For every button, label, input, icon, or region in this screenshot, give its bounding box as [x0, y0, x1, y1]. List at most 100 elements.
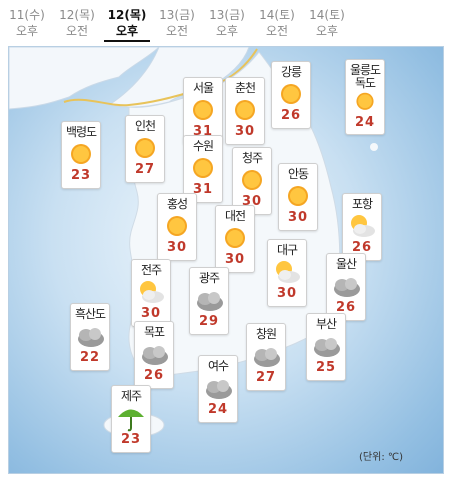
forecast-time-tabs: 11(수) 오후 12(목) 오전 12(목) 오후 13(금) 오전 13(금… [0, 0, 449, 48]
city-name: 대구 [276, 243, 298, 257]
sun-icon [193, 158, 213, 178]
city-card-andong[interactable]: 안동 30 [278, 163, 318, 231]
city-card-hongseong[interactable]: 홍성 30 [157, 193, 197, 261]
city-temperature: 26 [143, 368, 165, 383]
cloudy-icon [78, 328, 104, 347]
city-name: 제주 [120, 389, 142, 403]
tab-14-pm[interactable]: 14(토) 오후 [304, 8, 350, 39]
umbrella-icon [118, 409, 144, 432]
city-temperature: 24 [207, 402, 229, 417]
tab-11-pm[interactable]: 11(수) 오후 [4, 8, 50, 39]
city-name: 부산 [315, 317, 337, 331]
city-temperature: 27 [134, 162, 156, 177]
city-temperature: 26 [351, 240, 373, 255]
city-card-busan[interactable]: 부산 25 [306, 313, 346, 381]
city-temperature: 26 [280, 108, 302, 123]
sun-icon [225, 228, 245, 248]
sun-icon [235, 100, 255, 120]
partly-cloudy-icon [276, 261, 300, 283]
city-card-daegu[interactable]: 대구 30 [267, 239, 307, 307]
tab-12-am[interactable]: 12(목) 오전 [54, 8, 100, 39]
city-name: 대전 [224, 209, 246, 223]
tab-14-am[interactable]: 14(토) 오전 [254, 8, 300, 39]
city-temperature: 29 [198, 314, 220, 329]
cloudy-icon [334, 278, 360, 297]
tab-period: 오전 [165, 24, 189, 38]
tab-period: 오전 [265, 24, 289, 38]
city-card-cheongju[interactable]: 청주 30 [232, 147, 272, 215]
city-card-jeonju[interactable]: 전주 30 [131, 259, 171, 327]
city-card-daejeon[interactable]: 대전 30 [215, 205, 255, 273]
cloudy-icon [142, 346, 168, 365]
city-card-ulsan[interactable]: 울산 26 [326, 253, 366, 321]
tab-period: 오후 [315, 24, 339, 38]
city-name: 서울 [192, 81, 214, 95]
cloudy-icon [254, 348, 280, 367]
tab-13-pm[interactable]: 13(금) 오후 [204, 8, 250, 39]
city-card-heuksando[interactable]: 흑산도 22 [70, 303, 110, 371]
sun-icon [135, 138, 155, 158]
tab-date: 13(금) [209, 8, 245, 22]
city-name: 광주 [198, 271, 220, 285]
city-name: 울산 [335, 257, 357, 271]
city-name: 창원 [255, 327, 277, 341]
city-name-second-line: 독도 [354, 76, 376, 90]
city-name: 홍성 [166, 197, 188, 211]
city-name: 청주 [241, 151, 263, 165]
city-card-pohang[interactable]: 포항 26 [342, 193, 382, 261]
partly-cloudy-icon [351, 215, 375, 237]
city-temperature: 25 [315, 360, 337, 375]
city-name: 춘천 [234, 81, 256, 95]
cloudy-icon [314, 338, 340, 357]
sun-icon [167, 216, 187, 236]
city-card-changwon[interactable]: 창원 27 [246, 323, 286, 391]
sun-icon [356, 92, 374, 110]
tab-date: 12(목) [107, 8, 147, 22]
city-temperature: 30 [276, 286, 298, 301]
city-name: 울릉도 [349, 63, 381, 77]
tab-date: 14(토) [259, 8, 295, 22]
tab-13-am[interactable]: 13(금) 오전 [154, 8, 200, 39]
tab-12-pm[interactable]: 12(목) 오후 [104, 8, 150, 42]
city-temperature: 30 [234, 124, 256, 139]
sun-icon [242, 170, 262, 190]
city-temperature: 30 [287, 210, 309, 225]
tab-date: 14(토) [309, 8, 345, 22]
sun-icon [193, 100, 213, 120]
city-temperature: 23 [70, 168, 92, 183]
city-temperature: 27 [255, 370, 277, 385]
cloudy-icon [206, 380, 232, 399]
city-temperature: 31 [192, 182, 214, 197]
city-card-baengnyeongdo[interactable]: 백령도 23 [61, 121, 101, 189]
weather-map: 서울 31 춘천 30 강릉 26 울릉도 독도 24 백령도 23 인천 27… [8, 46, 444, 474]
sun-icon [71, 144, 91, 164]
city-card-seoul[interactable]: 서울 31 [183, 77, 223, 145]
sun-icon [288, 186, 308, 206]
city-name: 백령도 [65, 125, 97, 139]
city-card-chuncheon[interactable]: 춘천 30 [225, 77, 265, 145]
city-temperature: 26 [335, 300, 357, 315]
city-card-suwon[interactable]: 수원 31 [183, 135, 223, 203]
city-name: 수원 [192, 139, 214, 153]
city-card-mokpo[interactable]: 목포 26 [134, 321, 174, 389]
city-card-gangneung[interactable]: 강릉 26 [271, 61, 311, 129]
city-temperature: 30 [166, 240, 188, 255]
city-card-yeosu[interactable]: 여수 24 [198, 355, 238, 423]
sun-icon [281, 84, 301, 104]
city-card-incheon[interactable]: 인천 27 [125, 115, 165, 183]
city-name: 목포 [143, 325, 165, 339]
city-card-gwangju[interactable]: 광주 29 [189, 267, 229, 335]
tab-period: 오후 [215, 24, 239, 38]
tab-date: 12(목) [59, 8, 95, 22]
city-name: 전주 [140, 263, 162, 277]
tab-period: 오후 [104, 23, 150, 42]
city-temperature: 24 [354, 115, 376, 130]
city-temperature: 23 [120, 432, 142, 447]
tab-period: 오전 [65, 24, 89, 38]
partly-cloudy-icon [140, 281, 164, 303]
city-card-ulleungdo-dokdo[interactable]: 울릉도 독도 24 [345, 59, 385, 135]
city-card-jeju[interactable]: 제주 23 [111, 385, 151, 453]
unit-label: (단위: ℃) [359, 452, 403, 463]
city-name: 인천 [134, 119, 156, 133]
city-temperature: 30 [140, 306, 162, 321]
